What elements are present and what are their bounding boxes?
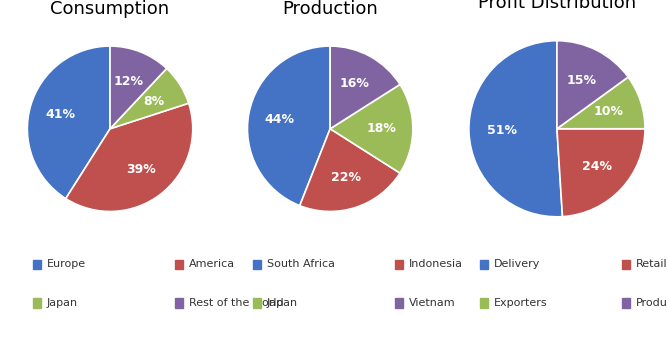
Title: Profit Distribution: Profit Distribution [478, 0, 636, 11]
Wedge shape [66, 103, 193, 212]
Title: Production: Production [282, 0, 378, 18]
Text: 10%: 10% [594, 105, 624, 118]
Text: Europe: Europe [47, 260, 86, 269]
Text: America: America [189, 260, 235, 269]
Text: 24%: 24% [582, 160, 612, 173]
Wedge shape [247, 46, 330, 206]
Text: Indonesia: Indonesia [409, 260, 463, 269]
Wedge shape [330, 85, 413, 173]
Text: Exporters: Exporters [494, 298, 547, 308]
Text: 15%: 15% [567, 74, 597, 87]
Wedge shape [27, 46, 110, 199]
Text: 41%: 41% [46, 108, 76, 121]
Text: 12%: 12% [114, 74, 144, 88]
Wedge shape [110, 69, 189, 129]
Text: Vietnam: Vietnam [409, 298, 456, 308]
Text: 39%: 39% [127, 163, 156, 176]
Wedge shape [557, 41, 628, 129]
Wedge shape [469, 41, 562, 217]
Text: Delivery: Delivery [494, 260, 540, 269]
Text: 18%: 18% [366, 122, 396, 135]
Text: Rest of the world: Rest of the world [189, 298, 283, 308]
Text: 16%: 16% [340, 77, 370, 90]
Wedge shape [557, 129, 645, 217]
Title: Consumption: Consumption [51, 0, 169, 18]
Text: Japan: Japan [47, 298, 78, 308]
Wedge shape [110, 46, 167, 129]
Wedge shape [330, 46, 400, 129]
Text: 22%: 22% [331, 171, 361, 184]
Wedge shape [299, 129, 400, 212]
Text: 8%: 8% [143, 95, 164, 108]
Wedge shape [557, 77, 645, 129]
Text: Retailers: Retailers [636, 260, 667, 269]
Text: South Africa: South Africa [267, 260, 335, 269]
Text: 51%: 51% [488, 124, 518, 137]
Text: 44%: 44% [265, 113, 295, 126]
Text: Producers: Producers [636, 298, 667, 308]
Text: Japan: Japan [267, 298, 298, 308]
